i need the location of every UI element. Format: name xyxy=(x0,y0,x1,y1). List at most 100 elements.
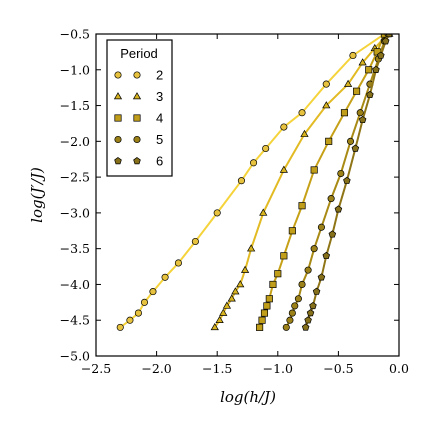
x-tick-label: −1.5 xyxy=(202,361,232,376)
data-point xyxy=(298,202,306,210)
y-axis-label: log(J′/J) xyxy=(28,167,46,223)
data-point xyxy=(343,176,351,184)
data-point xyxy=(310,245,318,253)
data-point xyxy=(309,301,317,310)
legend-marker xyxy=(113,92,123,100)
data-point xyxy=(322,80,330,88)
data-point xyxy=(256,323,264,331)
data-point xyxy=(298,109,306,117)
data-point xyxy=(322,101,331,109)
data-point xyxy=(227,294,236,302)
data-point xyxy=(219,308,228,316)
series-5 xyxy=(282,34,392,331)
data-point xyxy=(317,273,326,281)
data-point xyxy=(328,230,337,238)
y-tick-label: −0.5 xyxy=(60,27,90,42)
x-tick-label: −2.0 xyxy=(141,361,171,376)
legend-marker xyxy=(133,114,141,122)
data-point xyxy=(356,109,364,117)
y-tick-label: −3.5 xyxy=(60,241,90,256)
y-tick-label: −4.0 xyxy=(60,277,90,292)
legend-label: 3 xyxy=(156,89,163,104)
legend-marker xyxy=(133,157,141,165)
data-point xyxy=(294,295,302,303)
plot-frame xyxy=(95,33,400,357)
data-point xyxy=(174,259,182,267)
data-point xyxy=(274,270,282,278)
data-point xyxy=(210,322,219,331)
legend-marker xyxy=(132,92,142,100)
data-point xyxy=(286,316,294,324)
data-point xyxy=(191,237,199,246)
ticks-layer: −2.5 −2.0 −1.5 −1.0 −0.5 0.0 −5.0 −4.5 −4.0 −3.5 −… xyxy=(60,27,409,377)
data-point xyxy=(134,309,142,317)
y-tick-label: −5.0 xyxy=(60,349,90,364)
legend-box xyxy=(106,39,173,177)
y-tick-label: −2.0 xyxy=(60,134,90,149)
data-point xyxy=(298,280,306,288)
legend-entry-4: 4 xyxy=(114,111,163,126)
data-point xyxy=(250,159,258,167)
data-point xyxy=(263,302,271,310)
data-point xyxy=(213,209,221,217)
legend-label: 5 xyxy=(156,132,163,147)
data-point xyxy=(116,323,124,331)
legend-label: 4 xyxy=(156,111,163,126)
data-point xyxy=(258,316,266,324)
y-tick-label: −2.5 xyxy=(60,170,90,185)
y-tick-label: −1.5 xyxy=(60,98,90,113)
data-point xyxy=(215,315,224,323)
legend-entries: 2 3 4 5 6 xyxy=(113,68,163,169)
y-tick-label: −1.0 xyxy=(60,62,90,77)
data-point xyxy=(312,287,321,295)
data-point xyxy=(358,58,367,66)
data-point xyxy=(304,316,312,324)
data-point xyxy=(237,177,245,185)
legend-entry-2: 2 xyxy=(114,68,163,83)
data-point xyxy=(327,195,335,203)
data-point xyxy=(236,280,245,288)
data-point xyxy=(301,323,310,331)
data-point xyxy=(346,137,355,145)
data-point xyxy=(291,302,299,310)
legend-entry-3: 3 xyxy=(113,89,163,104)
legend-label: 2 xyxy=(156,68,163,83)
data-point xyxy=(262,144,270,153)
data-point xyxy=(231,287,240,295)
legend-marker xyxy=(133,135,141,144)
x-tick-label: −0.5 xyxy=(323,361,353,376)
data-point xyxy=(372,65,380,73)
data-point xyxy=(385,34,393,38)
data-point xyxy=(349,51,357,60)
series-layer xyxy=(116,34,394,331)
data-point xyxy=(288,309,296,317)
data-point xyxy=(265,295,273,303)
data-point xyxy=(365,66,373,74)
data-point xyxy=(222,301,232,309)
legend-marker xyxy=(114,71,122,79)
data-point xyxy=(337,169,345,178)
data-point xyxy=(317,223,325,231)
data-point xyxy=(161,273,169,281)
data-point xyxy=(260,309,269,317)
data-point xyxy=(358,115,367,124)
data-point xyxy=(282,323,290,331)
series-4 xyxy=(256,34,389,331)
x-tick-label: 0.0 xyxy=(389,361,409,376)
legend-marker xyxy=(114,157,122,165)
y-tick-label: −3.0 xyxy=(60,205,90,220)
series-2 xyxy=(116,34,389,331)
legend-marker xyxy=(114,114,122,122)
data-point xyxy=(380,34,389,38)
x-tick-label: −2.5 xyxy=(81,361,111,376)
legend-label: 6 xyxy=(156,154,163,169)
data-point xyxy=(247,244,256,252)
legend-marker xyxy=(133,71,141,79)
data-point xyxy=(366,90,374,99)
data-point xyxy=(310,166,318,174)
data-point xyxy=(343,79,353,87)
data-point xyxy=(300,129,309,137)
data-point xyxy=(279,165,288,173)
data-point xyxy=(126,316,134,324)
data-point xyxy=(140,298,149,306)
